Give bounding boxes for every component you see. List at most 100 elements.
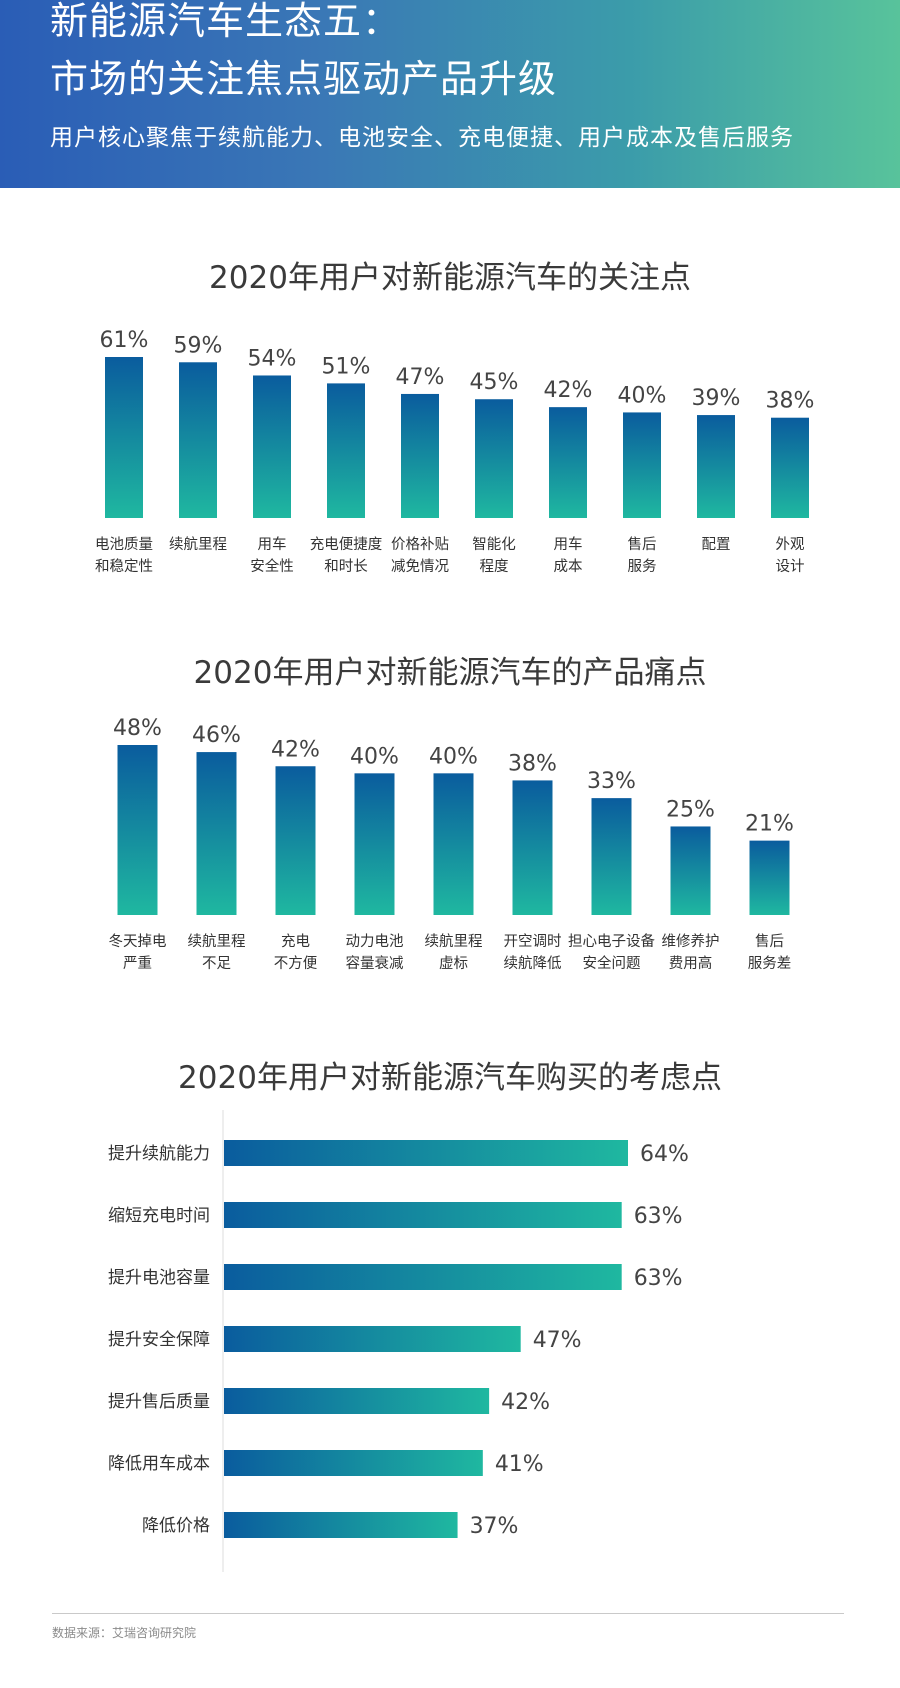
category-label: 设计 [776,558,805,575]
value-label: 40% [429,744,478,769]
category-label: 充电便捷度 [310,536,383,553]
category-label: 缩短充电时间 [108,1206,210,1226]
category-label: 配置 [702,536,731,553]
category-label: 充电 [281,933,310,950]
bar [670,826,711,915]
value-label: 63% [634,1266,683,1291]
category-label: 售后 [628,536,657,553]
bar [224,1512,458,1538]
category-label: 安全问题 [583,954,641,972]
value-label: 47% [533,1328,582,1353]
chart3-title: 2020年用户对新能源汽车购买的考虑点 [178,1060,722,1096]
value-label: 40% [350,744,399,769]
bar [224,1202,622,1228]
bar [196,752,237,915]
category-label: 售后 [755,933,784,950]
category-label: 不方便 [274,955,318,972]
bar [549,407,587,518]
category-label: 用车 [554,536,583,553]
category-label: 虚标 [439,955,468,972]
value-label: 42% [544,378,593,403]
category-label: 降低价格 [142,1516,210,1536]
category-label: 外观 [776,536,805,553]
value-label: 38% [508,751,557,776]
value-label: 46% [192,723,241,748]
bar [591,798,632,915]
category-label: 提升售后质量 [108,1392,210,1412]
category-label: 程度 [480,558,509,575]
value-label: 59% [174,333,223,358]
bar [224,1264,622,1290]
header-banner: 新能源汽车生态五： 市场的关注焦点驱动产品升级 用户核心聚焦于续航能力、电池安全… [0,0,900,188]
bar [433,773,474,915]
category-label: 价格补贴 [391,536,449,553]
category-label: 开空调时 [504,933,562,950]
page-title-line1: 新能源汽车生态五： [50,0,402,43]
bar [105,357,143,518]
category-label: 提升安全保障 [108,1330,210,1350]
category-label: 续航里程 [169,536,227,553]
category-label: 用车 [258,536,287,553]
bar [224,1450,483,1476]
value-label: 48% [113,716,162,741]
value-label: 21% [745,812,794,837]
bar [224,1388,490,1414]
chart-purchase-considerations: 提升续航能力 64% 缩短充电时间 63% 提升电池容量 63% 提升安全保障 47% 提升售后… [108,1110,689,1572]
category-label: 维修养护 [662,933,720,950]
chart2-title: 2020年用户对新能源汽车的产品痛点 [193,655,707,691]
data-source-note: 数据来源：艾瑞咨询研究院 [52,1626,197,1640]
value-label: 51% [322,354,371,379]
value-label: 40% [618,383,667,408]
value-label: 41% [495,1452,544,1477]
value-label: 61% [100,328,149,353]
bar [327,383,365,518]
category-label: 动力电池 [346,933,404,950]
value-label: 42% [501,1390,550,1415]
category-label: 续航里程 [188,933,246,950]
bar [623,412,661,518]
category-label: 降低用车成本 [108,1454,210,1474]
category-label: 容量衰减 [346,955,404,972]
bar [512,780,553,915]
bar [253,375,291,518]
bar [401,393,439,518]
bar [224,1140,628,1166]
value-label: 64% [640,1142,689,1167]
category-label: 续航降低 [504,955,562,972]
category-label: 冬天掉电 [109,933,167,950]
value-label: 45% [470,370,519,395]
value-label: 38% [766,389,815,414]
category-label: 服务 [628,558,657,575]
value-label: 47% [396,365,445,390]
footer-divider [52,1613,844,1614]
category-label: 费用高 [669,955,713,972]
category-label: 严重 [123,955,152,972]
category-label: 和时长 [324,558,368,575]
category-label: 电池质量 [95,536,153,553]
category-label: 提升续航能力 [108,1144,210,1164]
page-subtitle: 用户核心聚焦于续航能力、电池安全、充电便捷、用户成本及售后服务 [50,125,794,151]
value-label: 25% [666,797,715,822]
bar [354,773,395,915]
bar [179,362,217,518]
category-label: 不足 [202,955,231,972]
category-label: 服务差 [748,955,792,972]
category-label: 和稳定性 [95,558,153,575]
category-label: 成本 [554,558,583,575]
bar [771,417,809,518]
bar [275,766,316,915]
value-label: 33% [587,769,636,794]
category-label: 安全性 [250,557,294,575]
value-label: 39% [692,386,741,411]
chart1-title: 2020年用户对新能源汽车的关注点 [209,260,691,296]
bar [475,399,513,518]
category-label: 智能化 [472,536,516,553]
page-title-line2: 市场的关注焦点驱动产品升级 [50,57,558,101]
category-label: 续航里程 [425,933,483,950]
bar [749,840,790,915]
bar [224,1326,521,1352]
value-label: 54% [248,346,297,371]
category-label: 提升电池容量 [108,1268,210,1288]
